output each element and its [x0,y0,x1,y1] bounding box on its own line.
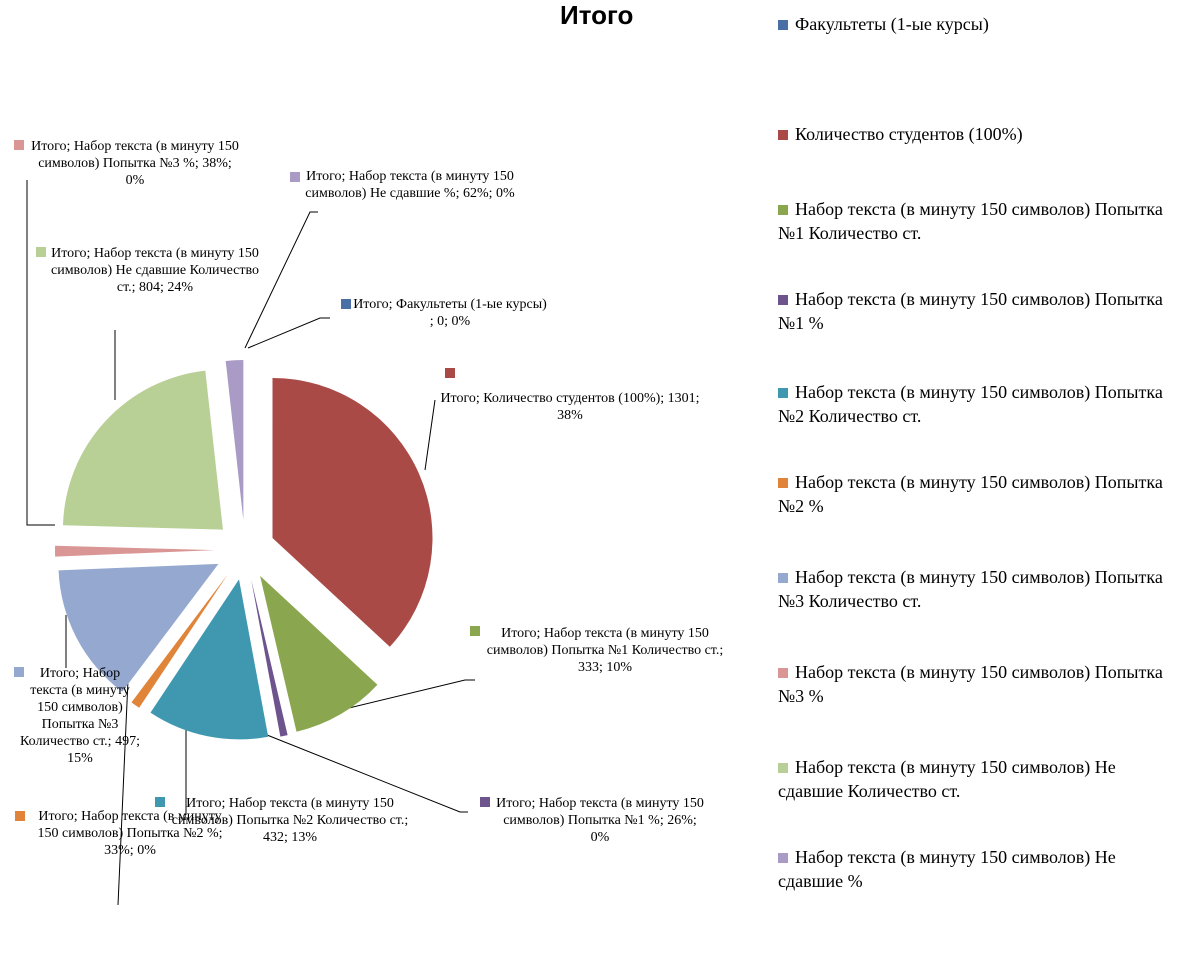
legend-label: Набор текста (в минуту 150 символов) Поп… [778,289,1163,333]
legend-label: Набор текста (в минуту 150 символов) Поп… [778,567,1163,611]
data-label: Итого; Набор текста (в минуту 150 символ… [305,169,515,201]
data-label: Итого; Количество студентов (100%); 1301… [440,391,700,423]
data-label-key [155,797,165,807]
data-label-key [14,667,24,677]
pie-slice [225,360,244,521]
pie-slice [272,377,433,647]
legend-label: Набор текста (в минуту 150 символов) Не … [778,757,1116,801]
pie-slice [62,370,223,530]
leader-line [319,679,475,716]
legend-swatch [778,763,788,773]
data-label: Итого; Набор текста (в минуту 150 символ… [20,666,140,766]
data-label: Итого; Набор текста (в минуту 150 символ… [496,796,704,845]
leader-line [117,679,129,906]
legend-swatch [778,573,788,583]
pie-slice [131,574,228,708]
leader-line [247,317,330,349]
legend-label: Количество студентов (100%) [795,124,1023,144]
leader-line [424,399,436,471]
data-label-key [341,299,351,309]
pie-slice [251,579,288,737]
legend-swatch [778,130,788,140]
legend-label: Факультеты (1-ые курсы) [795,14,989,34]
chart-title: Итого [560,0,634,30]
leader-line [244,211,318,349]
data-label: Итого; Набор текста (в минуту 150 символ… [171,796,409,845]
data-label: Итого; Набор текста (в минуту 150 символ… [31,139,239,188]
data-label-key [480,797,490,807]
data-label-key [15,811,25,821]
pie-slice [150,579,269,740]
leader-line [261,732,468,813]
data-label-key [290,172,300,182]
pie-slice [58,563,219,692]
leader-lines [26,180,475,906]
legend-swatch [778,205,788,215]
legend-label: Набор текста (в минуту 150 символов) Не … [778,847,1116,891]
pie-slice [55,545,216,557]
data-label-key [470,626,480,636]
leader-line [26,180,55,526]
pie-slice [260,575,378,732]
data-label-key [36,247,46,257]
legend-label: Набор текста (в минуту 150 символов) Поп… [778,662,1163,706]
legend-label: Набор текста (в минуту 150 символов) Поп… [778,472,1163,516]
legend-swatch [778,853,788,863]
data-label: Итого; Факультеты (1-ые курсы) ; 0; 0% [353,297,547,329]
data-label: Итого; Набор текста (в минуту 150 символ… [37,809,223,858]
data-label: Итого; Набор текста (в минуту 150 символ… [486,626,724,675]
legend-swatch [778,20,788,30]
data-label: Итого; Набор текста (в минуту 150 символ… [50,246,259,295]
data-label-key [14,140,24,150]
legend-swatch [778,295,788,305]
legend-swatch [778,478,788,488]
legend-label: Набор текста (в минуту 150 символов) Поп… [778,199,1163,243]
data-label-key [445,368,455,378]
legend-swatch [778,388,788,398]
legend-label: Набор текста (в минуту 150 символов) Поп… [778,382,1163,426]
legend-swatch [778,668,788,678]
